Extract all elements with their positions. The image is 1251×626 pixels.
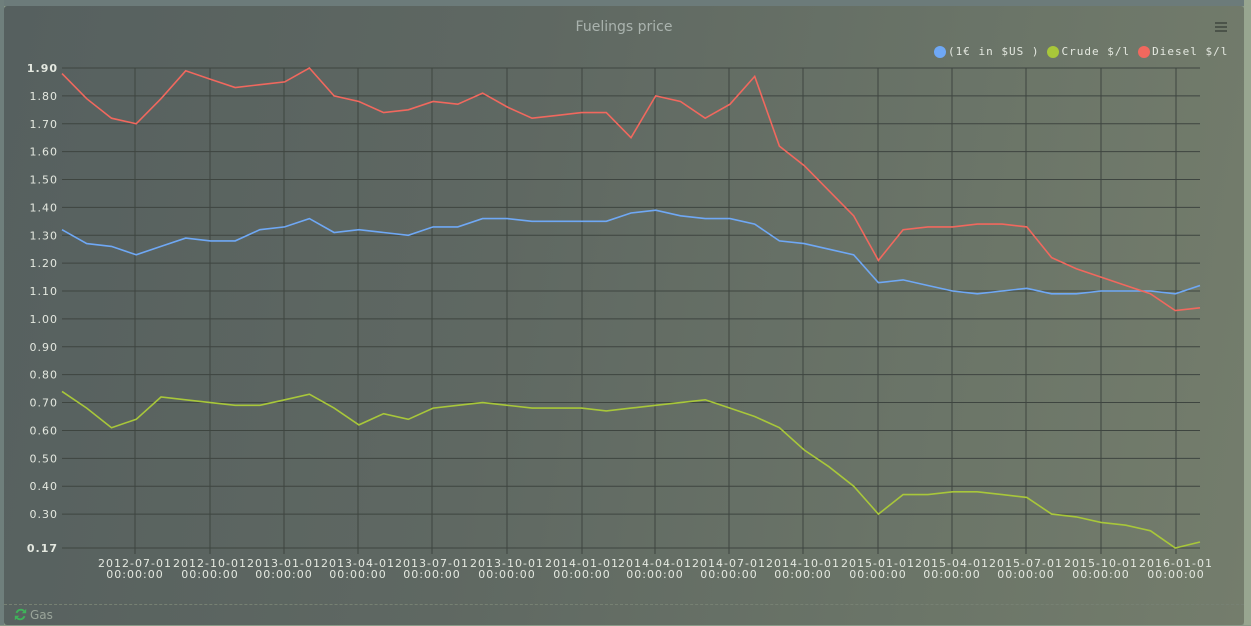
outer-frame-left bbox=[0, 0, 4, 625]
legend-dot-icon bbox=[1047, 45, 1060, 58]
chart-panel bbox=[4, 6, 1244, 625]
x-tick-time: 00:00:00 bbox=[106, 568, 163, 581]
x-tick-time: 00:00:00 bbox=[1147, 568, 1204, 581]
x-tick-date: 2016-01-01 bbox=[1139, 557, 1213, 570]
y-tick-label: 0.17 bbox=[27, 542, 58, 555]
x-tick-time: 00:00:00 bbox=[403, 568, 460, 581]
x-tick-time: 00:00:00 bbox=[626, 568, 683, 581]
x-tick-date: 2013-04-01 bbox=[321, 557, 395, 570]
footer-label[interactable]: Gas bbox=[30, 608, 53, 622]
x-tick-date: 2012-10-01 bbox=[173, 557, 247, 570]
y-tick-label: 0.40 bbox=[30, 480, 59, 493]
x-tick-time: 00:00:00 bbox=[700, 568, 757, 581]
legend-dot-icon bbox=[934, 45, 946, 58]
y-tick-label: 0.80 bbox=[30, 369, 59, 382]
y-tick-label: 1.50 bbox=[30, 174, 59, 187]
y-tick-label: 0.50 bbox=[30, 452, 59, 465]
legend-dot-icon bbox=[1138, 45, 1151, 58]
y-tick-label: 0.90 bbox=[30, 341, 59, 354]
x-tick-time: 00:00:00 bbox=[553, 568, 610, 581]
x-tick-date: 2013-07-01 bbox=[395, 557, 469, 570]
hamburger-menu-icon[interactable] bbox=[1215, 22, 1227, 33]
x-tick-time: 00:00:00 bbox=[1072, 568, 1129, 581]
x-tick-date: 2015-04-01 bbox=[915, 557, 989, 570]
x-tick-time: 00:00:00 bbox=[849, 568, 906, 581]
x-tick-time: 00:00:00 bbox=[923, 568, 980, 581]
x-tick-date: 2013-10-01 bbox=[470, 557, 544, 570]
x-tick-date: 2014-07-01 bbox=[692, 557, 766, 570]
series-line[interactable] bbox=[61, 390, 1201, 549]
y-tick-label: 1.30 bbox=[30, 229, 59, 242]
x-tick-time: 00:00:00 bbox=[329, 568, 386, 581]
chart-title: Fuelings price bbox=[575, 19, 673, 35]
y-tick-label: 0.30 bbox=[30, 508, 59, 521]
y-tick-label: 1.00 bbox=[30, 313, 59, 326]
x-tick-date: 2014-10-01 bbox=[766, 557, 840, 570]
x-tick-date: 2014-01-01 bbox=[545, 557, 619, 570]
series-line[interactable] bbox=[61, 66, 1201, 312]
legend-item[interactable]: Crude $/l bbox=[1047, 45, 1130, 58]
series-line[interactable] bbox=[61, 209, 1201, 295]
y-tick-label: 1.90 bbox=[27, 62, 58, 75]
legend-item[interactable]: (1€ in $US ) bbox=[934, 45, 1039, 58]
panel-footer: Gas bbox=[4, 604, 1244, 626]
refresh-icon[interactable] bbox=[14, 608, 27, 621]
x-tick-date: 2013-01-01 bbox=[247, 557, 321, 570]
y-tick-label: 0.60 bbox=[30, 424, 59, 437]
x-tick-date: 2015-10-01 bbox=[1064, 557, 1138, 570]
legend-item[interactable]: Diesel $/l bbox=[1138, 45, 1228, 58]
y-tick-label: 0.70 bbox=[30, 397, 59, 410]
chart-legend: (1€ in $US ) Crude $/l Diesel $/l bbox=[934, 45, 1228, 58]
line-chart: 1.90 1.80 1.70 1.60 1.50 1.40 1.30 1.20 1.10 1.00… bbox=[27, 62, 1213, 581]
legend-label: Diesel $/l bbox=[1152, 45, 1229, 58]
outer-frame-top bbox=[0, 0, 1251, 6]
x-tick-date: 2015-07-01 bbox=[989, 557, 1063, 570]
x-tick-date: 2014-04-01 bbox=[618, 557, 692, 570]
outer-frame-right bbox=[1244, 0, 1251, 625]
y-tick-label: 1.40 bbox=[30, 201, 59, 214]
y-tick-label: 1.20 bbox=[30, 257, 59, 270]
x-tick-time: 00:00:00 bbox=[181, 568, 238, 581]
y-tick-label: 1.70 bbox=[30, 118, 59, 131]
legend-label: Crude $/l bbox=[1061, 45, 1131, 58]
y-tick-label: 1.80 bbox=[30, 90, 59, 103]
legend-label: (1€ in $US ) bbox=[948, 45, 1040, 58]
y-tick-label: 1.60 bbox=[30, 146, 59, 159]
x-tick-date: 2015-01-01 bbox=[841, 557, 915, 570]
x-tick-time: 00:00:00 bbox=[478, 568, 535, 581]
x-tick-time: 00:00:00 bbox=[774, 568, 831, 581]
x-tick-time: 00:00:00 bbox=[997, 568, 1054, 581]
x-tick-date: 2012-07-01 bbox=[98, 557, 172, 570]
y-tick-label: 1.10 bbox=[30, 285, 59, 298]
x-tick-time: 00:00:00 bbox=[255, 568, 312, 581]
